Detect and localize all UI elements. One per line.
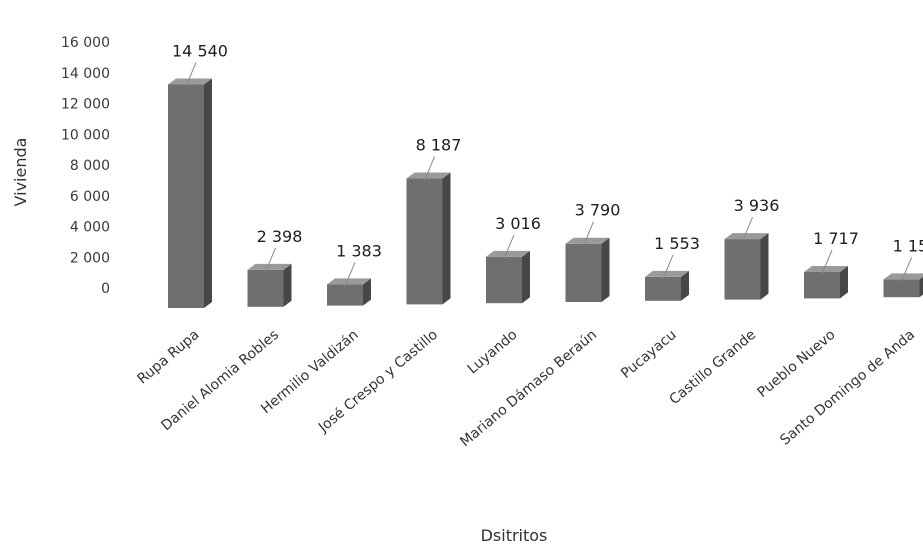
bar-top <box>247 263 292 270</box>
y-tick-label: 16 000 <box>61 35 110 51</box>
bar <box>406 172 451 305</box>
data-label-leader <box>344 262 356 287</box>
bar <box>804 266 848 299</box>
x-tick-label: Pueblo Nuevo <box>755 327 839 401</box>
bars-group <box>168 78 923 308</box>
bar-top <box>804 266 848 273</box>
bar-side <box>442 172 451 305</box>
data-label: 3 016 <box>495 214 541 233</box>
data-label-leader <box>185 62 197 87</box>
bar-top <box>565 237 610 244</box>
bar-front <box>565 243 602 302</box>
data-label-leader <box>821 249 833 275</box>
data-label-leader <box>503 234 515 260</box>
y-axis-title: Vivienda <box>11 138 30 207</box>
data-label: 14 540 <box>172 41 228 60</box>
data-label: 3 936 <box>734 196 780 215</box>
bar-side <box>840 266 848 299</box>
bar-front <box>168 84 204 308</box>
data-label: 1 553 <box>654 234 700 253</box>
data-label: 8 187 <box>416 136 462 155</box>
data-label-leader <box>901 257 912 282</box>
x-tick-label: Pucayacu <box>618 327 679 382</box>
bar-top <box>486 250 530 257</box>
data-labels-group: 14 540 2 398 1 383 8 187 3 016 3 790 1 553 3 93… <box>172 41 923 287</box>
bar <box>327 278 371 306</box>
bar <box>565 237 610 302</box>
bar-side <box>919 276 923 298</box>
bar-side <box>522 250 530 304</box>
bar-front <box>486 256 522 304</box>
y-axis: 0 2 000 4 000 6 000 8 000 10 000 12 000 14 000 1… <box>61 35 110 297</box>
x-tick-label: Castillo Grande <box>667 327 760 408</box>
bar-side <box>601 237 610 302</box>
bar-front <box>406 178 443 305</box>
bar <box>724 233 769 300</box>
bar-top <box>724 233 769 240</box>
data-label: 3 790 <box>575 201 621 220</box>
bar-top <box>327 278 371 285</box>
data-label-leader <box>742 216 753 242</box>
bar-front <box>724 239 761 300</box>
bar <box>645 270 689 301</box>
data-label-leader <box>265 247 276 273</box>
bar <box>486 250 530 304</box>
x-tick-label: Mariano Dámaso Beraún <box>457 327 600 450</box>
y-tick-label: 10 000 <box>61 127 110 143</box>
bar-front <box>804 272 840 299</box>
data-label: 2 398 <box>257 227 303 246</box>
x-axis-title: Dsitritos <box>481 526 548 545</box>
data-label-leader <box>583 221 594 246</box>
bar-top <box>168 78 212 85</box>
bar-front <box>247 269 284 307</box>
bar-side <box>204 78 212 308</box>
bar <box>247 263 292 307</box>
bar <box>168 78 212 308</box>
x-tick-label: Luyando <box>465 327 521 378</box>
data-label-leader <box>424 156 435 181</box>
data-label: 1 383 <box>336 241 382 260</box>
data-label: 1 156 <box>893 236 923 255</box>
x-tick-label: Santo Domingo de Anda <box>777 327 918 449</box>
y-tick-label: 6 000 <box>70 189 110 205</box>
bar-top <box>406 172 451 179</box>
y-tick-label: 14 000 <box>61 66 110 82</box>
bar-top <box>645 270 689 277</box>
y-tick-label: 12 000 <box>61 97 110 113</box>
bar-side <box>363 278 371 306</box>
y-tick-label: 0 <box>101 281 110 297</box>
bar-front <box>883 279 920 298</box>
y-tick-label: 2 000 <box>70 250 110 266</box>
y-tick-label: 8 000 <box>70 158 110 174</box>
bar-side <box>283 263 292 307</box>
data-label-leader <box>662 254 674 280</box>
bar-front <box>645 276 681 301</box>
bar-side <box>760 233 769 300</box>
data-label: 1 717 <box>813 229 859 248</box>
x-tick-label: Rupa Rupa <box>135 327 203 388</box>
bar-front <box>327 284 363 306</box>
y-tick-label: 4 000 <box>70 220 110 236</box>
bar-side <box>681 270 689 301</box>
